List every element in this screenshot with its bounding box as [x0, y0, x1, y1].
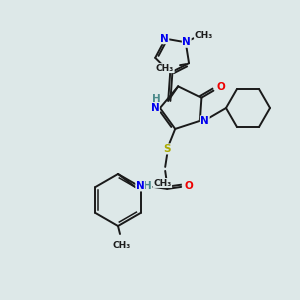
Text: CH₃: CH₃ [195, 31, 213, 40]
Text: O: O [185, 181, 194, 191]
Text: N: N [136, 181, 145, 191]
Text: O: O [216, 82, 225, 92]
Text: CH₃: CH₃ [113, 241, 131, 250]
Text: N: N [182, 37, 191, 47]
Text: N: N [200, 116, 209, 126]
Text: N: N [151, 103, 159, 113]
Text: CH₃: CH₃ [156, 64, 174, 73]
Text: N: N [160, 34, 169, 44]
Text: H: H [152, 94, 161, 104]
Text: CH₃: CH₃ [153, 178, 172, 188]
Text: H: H [143, 181, 152, 191]
Text: S: S [164, 144, 171, 154]
